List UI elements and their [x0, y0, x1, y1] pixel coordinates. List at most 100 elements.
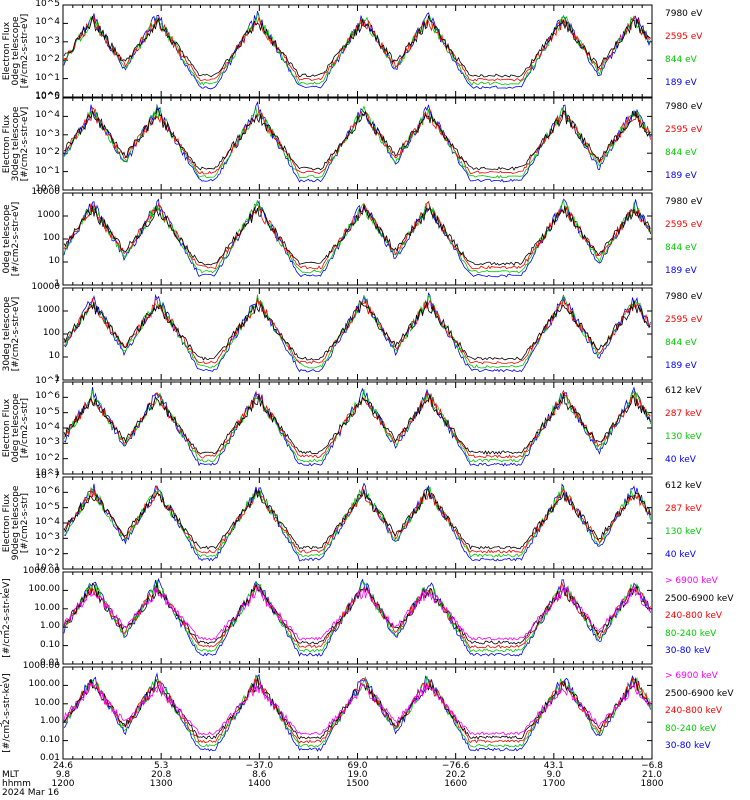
- series-trace: [63, 389, 651, 459]
- legend-entry: 2595 eV: [665, 315, 703, 325]
- legend-entry: 287 keV: [665, 409, 702, 419]
- y-tick-label: 1000.00: [22, 566, 60, 576]
- y-tick-label: 10^2: [35, 54, 60, 65]
- legend-entry: 2500-6900 keV: [665, 688, 734, 699]
- series-trace: [63, 676, 651, 744]
- y-tick-label: 10^2: [35, 452, 60, 463]
- x-tick-time: 1600: [444, 779, 468, 789]
- x-tick-time: 1500: [346, 779, 369, 789]
- x-tick-time: 1800: [640, 779, 664, 789]
- legend-entry: 844 eV: [665, 55, 697, 65]
- x-tick-mlt: 9.8: [55, 770, 71, 780]
- y-tick-label: 10^2: [35, 147, 60, 158]
- y-tick-label: 100: [42, 328, 60, 338]
- y-tick-label: 1.00: [39, 716, 60, 727]
- y-tick-label: 10^0: [35, 91, 60, 101]
- x-row-label: hhmm: [2, 779, 31, 789]
- legend-entry: 30-80 keV: [665, 646, 711, 656]
- x-tick-mlt: 20.8: [151, 770, 172, 780]
- y-tick-label: 1000: [37, 305, 60, 315]
- legend-entry: 844 eV: [665, 148, 697, 158]
- legend-entry: 844 eV: [665, 243, 697, 253]
- x-tick-time: 1400: [247, 779, 271, 789]
- y-tick-label: 10^3: [35, 437, 60, 448]
- y-tick-label: 0.01: [39, 753, 60, 763]
- x-tick-lat: −6.8: [641, 761, 663, 771]
- y-label-line: [#/cm2-s-str-keV]: [2, 673, 12, 753]
- series-trace: [63, 107, 651, 171]
- y-tick-label: 10^4: [35, 110, 60, 121]
- legend-entry: 2500-6900 keV: [665, 593, 734, 604]
- x-row-label: 2024 Mar 16: [2, 788, 60, 798]
- series-trace: [63, 582, 651, 645]
- legend-entry: 130 keV: [665, 432, 702, 442]
- x-tick-mlt: 21.0: [641, 770, 663, 780]
- x-tick-mlt: 8.6: [252, 770, 267, 780]
- legend-entry: 7980 eV: [665, 102, 703, 112]
- y-tick-label: 10^6: [35, 391, 60, 402]
- y-tick-label: 10^5: [35, 0, 60, 9]
- y-tick-label: 10^1: [35, 468, 60, 478]
- x-tick-time: 1300: [149, 779, 173, 789]
- series-trace: [63, 292, 651, 373]
- series-trace: [63, 681, 651, 736]
- y-tick-label: 10^1: [35, 563, 60, 573]
- y-tick-label: 1.00: [39, 621, 60, 632]
- y-tick-label: 10: [48, 351, 60, 361]
- panel-frame: [62, 476, 653, 570]
- y-tick-label: 100.00: [28, 679, 61, 690]
- y-tick-label: 10^3: [35, 128, 60, 139]
- legend-entry: 7980 eV: [665, 292, 703, 302]
- y-tick-label: 10^4: [35, 17, 60, 28]
- y-tick-label: 100: [42, 233, 60, 243]
- x-row-label: MLT: [2, 770, 20, 780]
- legend-entry: 240-800 keV: [665, 611, 723, 621]
- y-tick-label: 10000: [31, 187, 60, 197]
- x-tick-time: 1200: [51, 779, 75, 789]
- y-tick-label: 10^5: [35, 406, 60, 417]
- x-tick-lat: 69.0: [347, 761, 368, 771]
- y-tick-label: 10^1: [35, 165, 60, 176]
- series-trace: [63, 584, 651, 641]
- legend-entry: 287 keV: [665, 504, 702, 514]
- y-tick-label: 10^7: [35, 376, 60, 386]
- y-axis-label: 90deg telescope [#/cm2-s-str-keV]: [0, 653, 38, 773]
- x-tick-lat: 43.1: [543, 761, 564, 771]
- y-tick-label: 10^1: [35, 72, 60, 83]
- panel-frame: [62, 287, 653, 381]
- legend-entry: 30-80 keV: [665, 741, 711, 751]
- x-tick-time: 1700: [542, 779, 566, 789]
- panel-frame: [62, 4, 653, 98]
- panel-frame: [62, 192, 653, 286]
- legend-entry: 189 eV: [665, 171, 697, 181]
- y-tick-label: 10: [48, 256, 60, 266]
- y-tick-label: 10^5: [35, 501, 60, 512]
- y-tick-label: 0.01: [39, 658, 60, 668]
- y-tick-label: 10^3: [35, 35, 60, 46]
- legend-entry: 240-800 keV: [665, 706, 723, 716]
- legend-entry: 7980 eV: [665, 197, 703, 207]
- x-tick-lat: −76.6: [441, 761, 470, 771]
- legend-entry: > 6900 keV: [665, 671, 718, 681]
- legend-entry: 40 keV: [665, 550, 696, 560]
- y-tick-label: 10.00: [34, 697, 60, 708]
- series-trace: [63, 200, 651, 270]
- y-tick-label: 10^4: [35, 422, 60, 432]
- y-tick-label: 10000: [31, 282, 60, 292]
- legend-entry: 2595 eV: [665, 125, 703, 135]
- y-tick-label: 1: [54, 279, 60, 289]
- series-trace: [63, 300, 651, 361]
- y-tick-label: 10^0: [35, 184, 60, 194]
- legend-entry: 189 eV: [665, 266, 697, 276]
- legend-entry: 612 keV: [665, 481, 702, 491]
- y-tick-label: 10^5: [35, 92, 60, 102]
- series-trace: [63, 12, 651, 86]
- legend-entry: 7980 eV: [665, 9, 703, 19]
- series-trace: [63, 392, 651, 455]
- legend-entry: 80-240 keV: [665, 628, 717, 639]
- series-trace: [63, 107, 651, 175]
- y-tick-label: 1: [54, 374, 60, 384]
- series-trace: [63, 204, 651, 266]
- x-tick-lat: −37.0: [245, 761, 274, 771]
